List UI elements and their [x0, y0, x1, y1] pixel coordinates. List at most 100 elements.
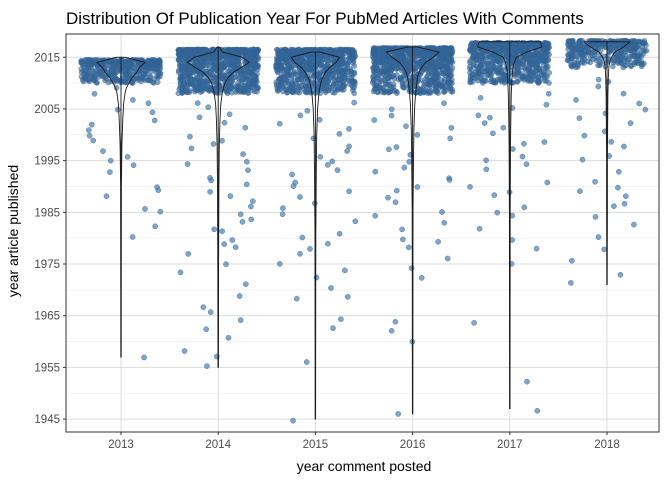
- jitter-point: [245, 60, 252, 67]
- jitter-point: [81, 57, 88, 64]
- jitter-point: [392, 318, 399, 325]
- jitter-point: [226, 68, 233, 74]
- jitter-point: [129, 234, 136, 240]
- jitter-point: [446, 177, 453, 183]
- jitter-point: [439, 209, 445, 215]
- jitter-point: [290, 85, 297, 92]
- jitter-point: [185, 251, 192, 257]
- jitter-point: [523, 56, 529, 63]
- jitter-point: [533, 245, 540, 252]
- x-tick-label: 2014: [205, 439, 231, 451]
- jitter-point: [324, 74, 331, 81]
- jitter-point: [237, 211, 244, 218]
- jitter-point: [620, 64, 627, 71]
- jitter-point: [627, 53, 633, 60]
- jitter-point: [514, 66, 521, 73]
- jitter-point: [399, 81, 406, 88]
- y-tick-label: 2005: [34, 104, 60, 116]
- jitter-point: [147, 74, 154, 81]
- jitter-point: [467, 184, 473, 190]
- jitter-point: [568, 280, 574, 286]
- jitter-point: [236, 293, 243, 299]
- jitter-point: [254, 64, 261, 71]
- jitter-point: [615, 168, 622, 175]
- jitter-point: [120, 66, 127, 72]
- jitter-point: [207, 188, 213, 195]
- jitter-point: [449, 86, 455, 93]
- jitter-point: [448, 45, 455, 52]
- jitter-point: [489, 56, 496, 63]
- jitter-point: [155, 187, 162, 194]
- jitter-point: [579, 156, 586, 163]
- jitter-point: [405, 63, 412, 70]
- jitter-point: [230, 74, 237, 81]
- jitter-point: [284, 72, 291, 79]
- jitter-point: [533, 61, 540, 67]
- jitter-point: [178, 65, 185, 72]
- jitter-point: [297, 112, 304, 119]
- jitter-point: [279, 211, 286, 218]
- jitter-point: [595, 76, 602, 83]
- jitter-point: [448, 125, 455, 131]
- jitter-point: [641, 37, 648, 44]
- jitter-point: [470, 62, 477, 69]
- y-tick-label: 1975: [34, 259, 60, 271]
- jitter-point: [249, 46, 256, 53]
- jitter-point: [338, 316, 344, 323]
- jitter-point: [330, 325, 336, 331]
- jitter-point: [470, 53, 477, 59]
- jitter-point: [404, 47, 410, 54]
- jitter-point: [395, 411, 402, 417]
- jitter-point: [385, 194, 391, 201]
- jitter-point: [194, 100, 201, 106]
- jitter-point: [393, 187, 400, 194]
- jitter-point: [234, 83, 240, 90]
- jitter-point: [207, 58, 214, 65]
- jitter-point: [88, 60, 94, 67]
- y-tick-label: 1985: [34, 207, 60, 219]
- jitter-point: [221, 241, 228, 247]
- jitter-point: [441, 100, 447, 107]
- jitter-point: [631, 221, 637, 228]
- jitter-point: [336, 131, 343, 137]
- jitter-point: [229, 237, 236, 243]
- jitter-point: [308, 59, 315, 66]
- jitter-point: [617, 54, 624, 60]
- jitter-point: [206, 72, 213, 79]
- jitter-point: [401, 164, 408, 171]
- jitter-point: [156, 60, 163, 66]
- jitter-point: [290, 183, 297, 190]
- jitter-point: [215, 84, 222, 91]
- jitter-point: [384, 70, 391, 77]
- jitter-point: [393, 144, 400, 150]
- jitter-point: [542, 72, 549, 79]
- jitter-point: [297, 194, 303, 200]
- jitter-point: [441, 219, 448, 226]
- jitter-point: [388, 112, 395, 119]
- jitter-point: [488, 71, 495, 78]
- jitter-point: [530, 72, 536, 78]
- jitter-point: [284, 89, 290, 96]
- jitter-point: [389, 64, 396, 70]
- jitter-point: [579, 59, 585, 66]
- jitter-point: [237, 87, 244, 94]
- jitter-point: [111, 74, 118, 80]
- jitter-point: [411, 53, 417, 60]
- jitter-point: [151, 57, 158, 63]
- jitter-point: [252, 81, 258, 88]
- jitter-point: [478, 76, 485, 83]
- jitter-point: [435, 238, 441, 245]
- jitter-point: [518, 44, 525, 51]
- jitter-point: [491, 77, 497, 83]
- jitter-point: [405, 244, 412, 251]
- jitter-point: [151, 117, 158, 124]
- panel-border: [65, 33, 660, 433]
- jitter-point: [86, 132, 93, 139]
- jitter-point: [328, 285, 334, 291]
- jitter-point: [310, 135, 317, 142]
- jitter-point: [487, 114, 493, 121]
- jitter-point: [568, 50, 575, 57]
- jitter-point: [541, 139, 548, 145]
- jitter-point: [615, 184, 621, 191]
- jitter-point: [303, 359, 310, 365]
